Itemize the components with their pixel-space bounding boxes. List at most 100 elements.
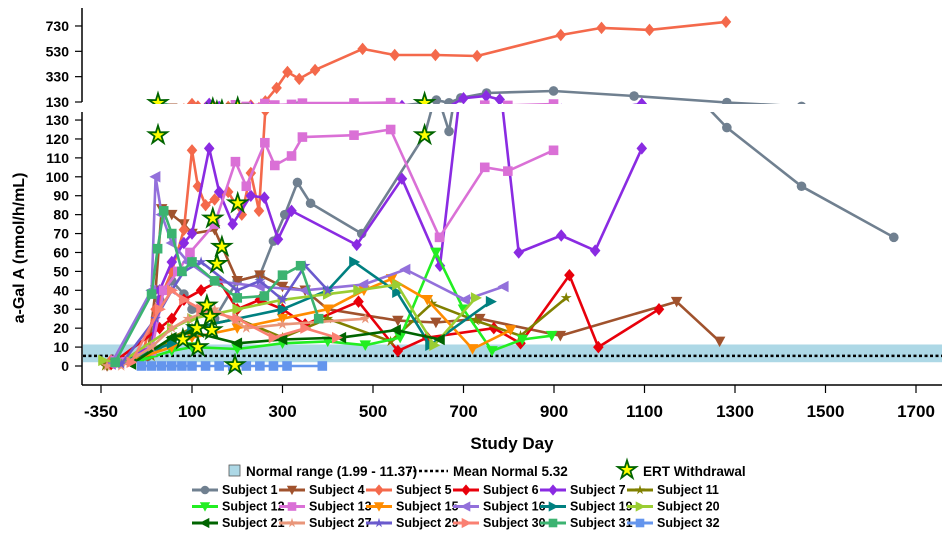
data-point-subject-6 — [214, 107, 225, 119]
data-point-subject-31 — [210, 108, 220, 118]
data-point-subject-5 — [293, 72, 305, 86]
data-point-subject-6 — [353, 108, 364, 120]
data-point-subject-19 — [485, 295, 497, 308]
data-point-subject-16 — [357, 278, 369, 291]
data-point-subject-1 — [889, 105, 899, 115]
x-tick-label: 300 — [268, 402, 296, 421]
data-point-subject-20 — [167, 110, 178, 122]
data-point-subject-7 — [555, 229, 567, 242]
data-point-subject-31 — [158, 103, 169, 104]
data-point-subject-5 — [471, 49, 483, 63]
data-point-subject-4 — [276, 281, 289, 293]
data-point-subject-4 — [155, 103, 168, 104]
legend-label-subject-31: Subject 31 — [570, 516, 633, 530]
legend-label-subject-6: Subject 6 — [483, 483, 539, 497]
data-point-subject-4 — [142, 113, 154, 124]
data-point-subject-6 — [353, 295, 364, 308]
data-point-subject-6 — [489, 110, 500, 122]
data-point-subject-31 — [259, 291, 270, 301]
upper-y-tick-label: 530 — [46, 43, 70, 59]
ert-withdrawal-marker — [206, 101, 208, 104]
lower-y-tick-label: 0 — [61, 358, 69, 374]
data-point-subject-5 — [225, 100, 232, 104]
ert-withdrawal-marker — [226, 109, 244, 126]
data-point-subject-12 — [277, 112, 289, 123]
data-point-subject-15 — [466, 344, 479, 355]
data-point-subject-29 — [231, 284, 243, 295]
data-point-subject-16 — [357, 107, 368, 119]
x-tick-label: 1300 — [716, 402, 754, 421]
data-point-subject-12 — [486, 346, 498, 357]
series-line-subject-13 — [232, 101, 554, 104]
upper-y-tick-label: 130 — [46, 94, 70, 110]
ert-withdrawal-marker — [200, 205, 225, 229]
legend-marker-subject-16 — [460, 501, 471, 512]
data-point-subject-7 — [513, 105, 524, 117]
data-point-subject-11 — [116, 113, 127, 123]
data-point-subject-1 — [548, 86, 559, 96]
data-point-subject-13 — [210, 104, 220, 114]
data-point-subject-1 — [431, 95, 442, 104]
legend-normal-range-swatch — [228, 464, 241, 477]
legend-marker-subject-27 — [287, 517, 297, 528]
data-point-subject-13 — [503, 100, 513, 104]
data-point-subject-1 — [629, 91, 639, 101]
series-line-subject-27 — [107, 115, 365, 119]
data-point-subject-13 — [158, 285, 169, 296]
data-point-subject-4 — [101, 114, 113, 125]
data-point-subject-13 — [286, 99, 297, 104]
data-point-subject-1 — [210, 111, 220, 121]
data-point-subject-30 — [332, 331, 344, 344]
data-point-subject-6 — [564, 106, 575, 118]
data-point-subject-29 — [150, 110, 161, 121]
data-point-subject-31 — [187, 107, 197, 117]
legend-normal-range-label: Normal range (1.99 - 11.37) — [246, 464, 417, 479]
data-point-subject-4 — [166, 209, 178, 221]
data-point-subject-7 — [458, 57, 469, 69]
data-point-subject-1 — [722, 97, 732, 104]
data-point-subject-32 — [268, 361, 279, 371]
data-point-subject-21 — [335, 111, 346, 123]
data-point-subject-31 — [110, 357, 120, 368]
data-point-subject-30 — [127, 112, 138, 124]
data-point-subject-6 — [196, 107, 207, 119]
data-point-subject-1 — [279, 209, 290, 220]
data-point-subject-31 — [177, 107, 187, 117]
data-point-subject-6 — [300, 109, 311, 121]
data-point-subject-5 — [192, 180, 204, 193]
data-point-subject-11 — [187, 110, 198, 120]
data-point-subject-21 — [165, 331, 177, 344]
lower-y-tick-label: 10 — [53, 339, 69, 355]
data-point-subject-31 — [147, 109, 157, 119]
data-point-subject-1 — [292, 177, 303, 188]
data-point-subject-27 — [146, 111, 157, 122]
data-point-subject-6 — [488, 321, 500, 335]
data-point-subject-31 — [146, 289, 157, 299]
data-point-subject-7 — [480, 89, 492, 103]
legend-marker-subject-11 — [635, 484, 645, 495]
data-point-subject-4 — [474, 111, 486, 122]
data-point-subject-27 — [101, 360, 113, 371]
data-point-subject-7 — [203, 142, 215, 155]
data-point-subject-32 — [166, 361, 177, 371]
data-point-subject-5 — [236, 208, 248, 221]
data-point-subject-11 — [470, 110, 481, 120]
data-point-subject-32 — [136, 361, 147, 371]
data-point-subject-13 — [230, 156, 241, 167]
data-point-subject-19 — [232, 110, 243, 122]
data-point-subject-16 — [105, 113, 116, 125]
data-point-subject-30 — [126, 356, 138, 368]
data-point-subject-1 — [432, 87, 442, 97]
data-point-subject-1 — [796, 181, 807, 192]
legend-marker-subject-15 — [373, 502, 385, 512]
data-point-subject-1 — [797, 101, 806, 104]
series-line-subject-5 — [110, 112, 267, 362]
data-point-subject-15 — [421, 294, 434, 306]
data-point-subject-32 — [282, 361, 292, 371]
data-point-subject-4 — [392, 315, 404, 327]
data-point-subject-12 — [231, 113, 243, 124]
x-tick-label: 1500 — [807, 402, 845, 421]
x-tick-label: 700 — [449, 402, 477, 421]
data-point-subject-11 — [146, 112, 157, 122]
data-point-subject-29 — [300, 106, 311, 116]
